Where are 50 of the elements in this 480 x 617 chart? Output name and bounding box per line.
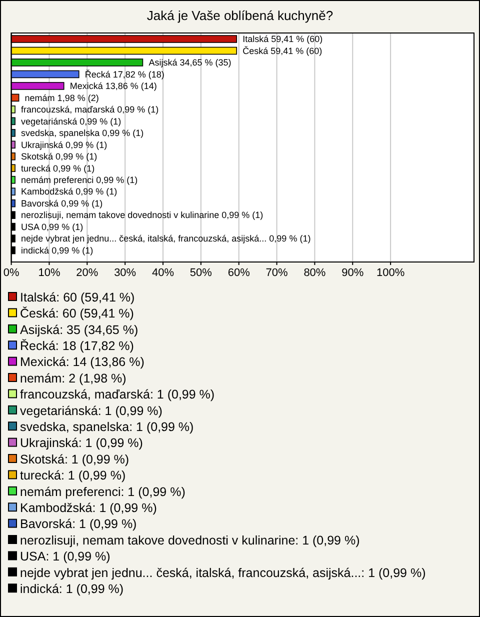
x-tick-label: 100% <box>376 267 405 279</box>
text: Asijská: 35 (34,65 %) <box>20 322 138 337</box>
x-tick-label: 40% <box>152 267 174 279</box>
x-tick-label: 50% <box>190 267 212 279</box>
category-label: Ukrajinská 0,99 % (1) <box>21 140 108 150</box>
x-tick-label: 80% <box>304 267 326 279</box>
category-label: Mexická 13,86 % (14) <box>70 81 157 92</box>
text: indická: 1 (0,99 %) <box>20 582 124 596</box>
text: Skotská: 1 (0,99 %) <box>20 452 130 466</box>
text: Kambodžská: 1 (0,99 %) <box>20 500 157 515</box>
chart-title: Jaká je Vaše oblíbená kuchyně? <box>146 8 334 23</box>
category-label: Asijská 34,65 % (35) <box>148 58 232 68</box>
x-tick-label: 30% <box>114 267 136 279</box>
category-label: USA 0,99 % (1) <box>21 222 84 232</box>
text: vegetariánská: 1 (0,99 %) <box>20 404 162 418</box>
text: Ukrajinská: 1 (0,99 %) <box>20 436 143 450</box>
category-label: vegetariánská 0,99 % (1) <box>21 116 122 126</box>
text: USA: 1 (0,99 %) <box>20 550 110 564</box>
text: nerozlisuji, nemam takove dovednosti v kulinarine: 1 (0,99 %) <box>20 533 360 548</box>
category-label: Skotská 0,99 % (1) <box>21 152 98 162</box>
category-label: francouzská, maďarská 0,99 % (1) <box>21 104 159 115</box>
category-label: Italská 59,41 % (60) <box>242 34 323 44</box>
text: nemám preferenci: 1 (0,99 %) <box>20 484 186 499</box>
x-tick-label: 10% <box>38 267 60 279</box>
x-tick-label: 90% <box>342 267 364 279</box>
x-tick-label: 70% <box>266 267 288 279</box>
text: Bavorská: 1 (0,99 %) <box>20 517 137 532</box>
x-tick-label: 60% <box>228 267 250 279</box>
text: svedska, spanelska: 1 (0,99 %) <box>20 420 194 434</box>
text: Mexická: 14 (13,86 %) <box>20 355 144 370</box>
category-label: turecká 0,99 % (1) <box>21 163 95 174</box>
category-label: nejde vybrat jen jednu... česká, italská, francouzská, asijská... 0,99 % (1) <box>21 234 311 244</box>
x-tick-label: 20% <box>76 267 98 279</box>
category-label: Česká 59,41 % (60) <box>242 46 322 56</box>
category-label: Kambodžská 0,99 % (1) <box>21 186 118 197</box>
text: Italská: 60 (59,41 %) <box>20 290 135 304</box>
text: Řecká: 18 (17,82 %) <box>20 338 134 353</box>
category-label: nemám preferenci 0,99 % (1) <box>21 174 138 185</box>
text: Česká: 60 (59,41 %) <box>20 306 134 321</box>
text: nemám: 2 (1,98 %) <box>20 371 126 386</box>
category-label: nemám 1,98 % (2) <box>24 92 99 103</box>
category-label: nerozlisuji, nemam takove dovednosti v kulinarine 0,99 % (1) <box>21 210 264 220</box>
text: turecká: 1 (0,99 %) <box>20 468 126 483</box>
text: nejde vybrat jen jednu... česká, italská, francouzská, asijská...: 1 (0,99 %) <box>20 566 426 580</box>
text: francouzská, maďarská: 1 (0,99 %) <box>20 388 215 402</box>
x-tick-label: 0% <box>3 267 20 279</box>
category-label: svedska, spanelska 0,99 % (1) <box>21 128 144 138</box>
category-label: Bavorská 0,99 % (1) <box>21 198 103 208</box>
category-label: Řecká 17,82 % (18) <box>84 69 164 80</box>
category-label: indická 0,99 % (1) <box>21 245 94 256</box>
